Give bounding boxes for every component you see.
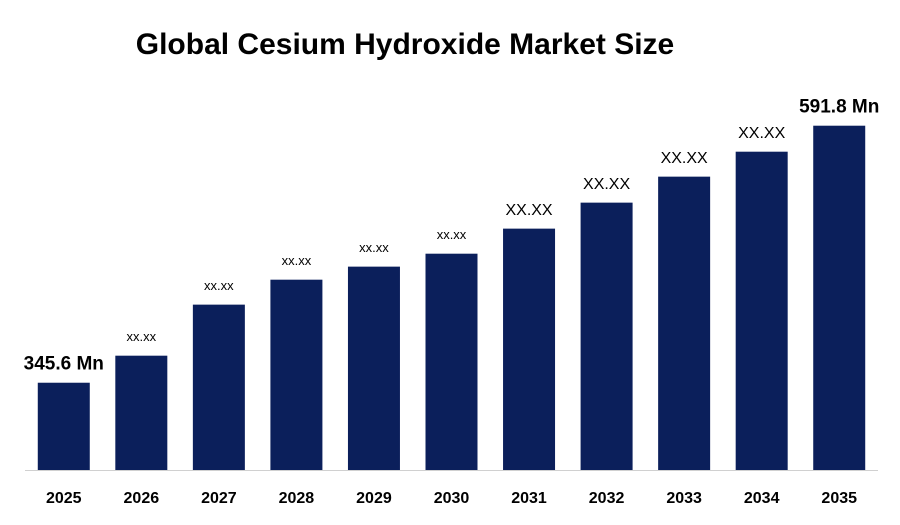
value-label: XX.XX <box>505 202 552 219</box>
value-label: XX.XX <box>583 176 630 193</box>
value-label: xx.xx <box>204 278 234 293</box>
value-label: xx.xx <box>359 240 389 255</box>
x-tick-label: 2033 <box>666 490 702 507</box>
bar <box>115 355 168 470</box>
bar <box>658 176 711 470</box>
x-tick-label: 2034 <box>744 490 780 507</box>
value-label: 591.8 Mn <box>799 97 879 118</box>
bar <box>813 125 866 470</box>
bar <box>503 228 556 470</box>
bar <box>270 279 323 470</box>
bar <box>580 202 633 470</box>
value-label: 345.6 Mn <box>24 354 104 375</box>
x-tick-label: 2035 <box>821 490 857 507</box>
chart-title: Global Cesium Hydroxide Market Size <box>136 28 675 61</box>
value-label: xx.xx <box>437 227 467 242</box>
bar <box>425 253 478 470</box>
bar <box>37 382 90 470</box>
x-tick-label: 2028 <box>279 490 315 507</box>
bar <box>735 151 788 470</box>
bar <box>192 304 245 470</box>
value-label: xx.xx <box>127 329 157 344</box>
x-tick-label: 2025 <box>46 490 82 507</box>
x-tick-label: 2030 <box>434 490 470 507</box>
x-tick-label: 2029 <box>356 490 392 507</box>
value-label: xx.xx <box>282 253 312 268</box>
value-label: XX.XX <box>738 125 785 142</box>
value-label: XX.XX <box>661 150 708 167</box>
bar <box>347 266 400 470</box>
x-tick-label: 2031 <box>511 490 547 507</box>
x-tick-label: 2026 <box>124 490 160 507</box>
x-tick-label: 2032 <box>589 490 625 507</box>
x-tick-label: 2027 <box>201 490 237 507</box>
